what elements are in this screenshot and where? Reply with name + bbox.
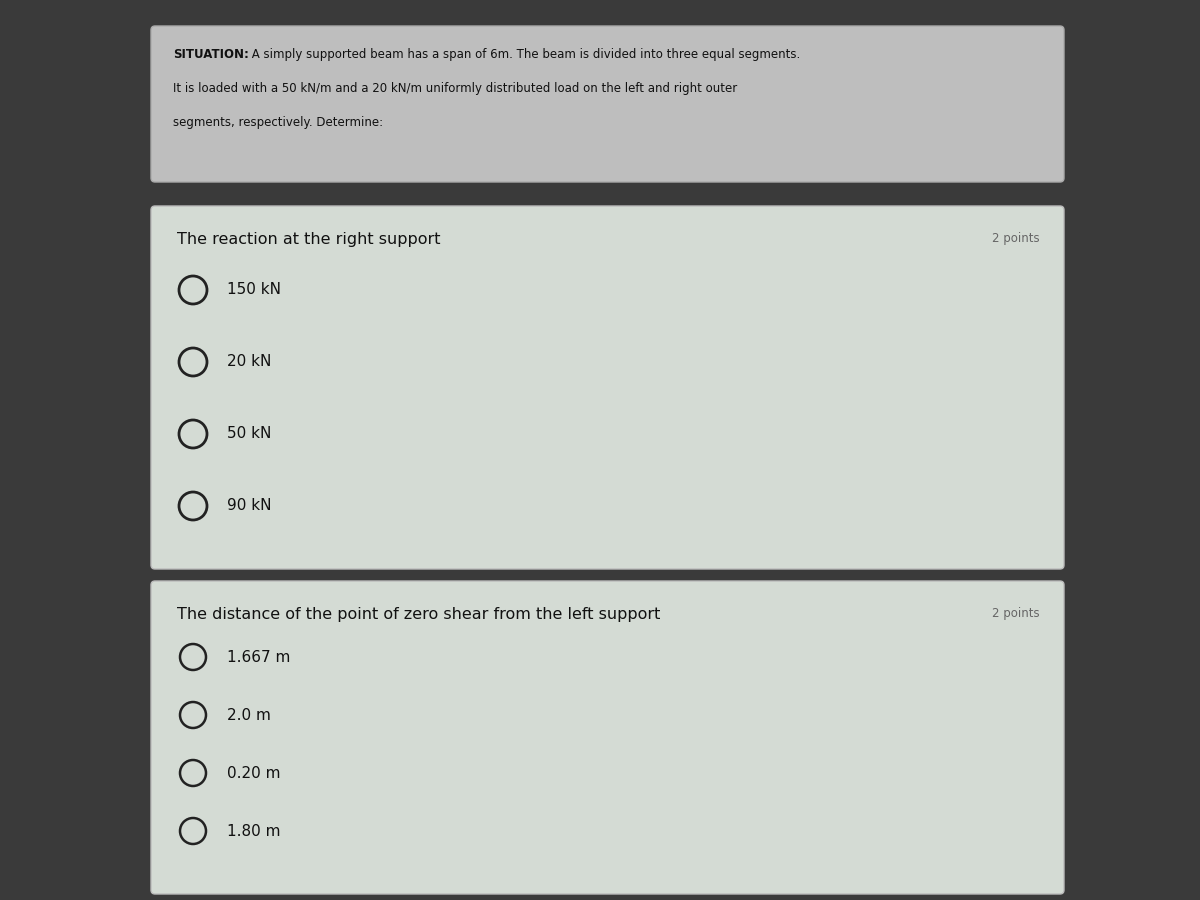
FancyBboxPatch shape — [151, 206, 1064, 569]
Text: 90 kN: 90 kN — [227, 498, 271, 513]
FancyBboxPatch shape — [151, 26, 1064, 182]
Text: SITUATION:: SITUATION: — [173, 48, 248, 61]
Text: 1.80 m: 1.80 m — [227, 824, 281, 839]
FancyBboxPatch shape — [151, 581, 1064, 894]
Text: 0.20 m: 0.20 m — [227, 766, 281, 781]
Text: It is loaded with a 50 kN/m and a 20 kN/m uniformly distributed load on the left: It is loaded with a 50 kN/m and a 20 kN/… — [173, 82, 737, 95]
Text: The distance of the point of zero shear from the left support: The distance of the point of zero shear … — [178, 607, 660, 622]
Text: 50 kN: 50 kN — [227, 426, 271, 441]
Text: 2 points: 2 points — [992, 232, 1040, 245]
Text: 2.0 m: 2.0 m — [227, 708, 271, 723]
Text: A simply supported beam has a span of 6m. The beam is divided into three equal s: A simply supported beam has a span of 6m… — [248, 48, 800, 61]
Text: 20 kN: 20 kN — [227, 354, 271, 369]
Text: 1.667 m: 1.667 m — [227, 650, 290, 665]
Text: The reaction at the right support: The reaction at the right support — [178, 232, 440, 247]
Text: 150 kN: 150 kN — [227, 282, 281, 297]
Text: segments, respectively. Determine:: segments, respectively. Determine: — [173, 116, 383, 129]
Text: 2 points: 2 points — [992, 607, 1040, 620]
